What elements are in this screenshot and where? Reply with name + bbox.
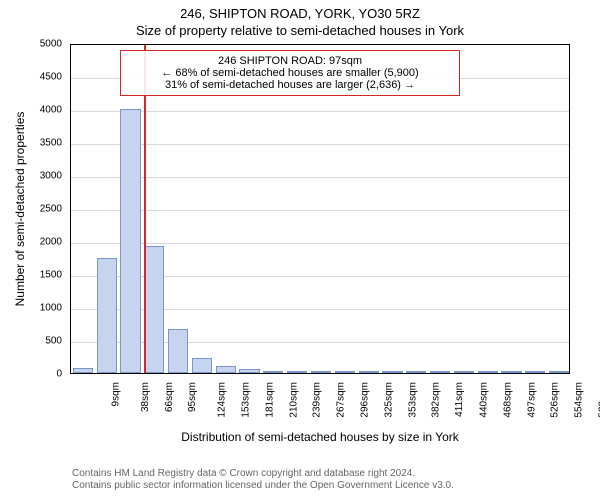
histogram-bar <box>478 371 498 373</box>
histogram-bar <box>168 329 188 373</box>
x-tick-label: 153sqm <box>241 382 252 418</box>
x-tick-label: 210sqm <box>288 382 299 418</box>
x-tick-label: 353sqm <box>407 382 418 418</box>
chart-subtitle: Size of property relative to semi-detach… <box>0 21 600 38</box>
histogram-bar <box>501 371 521 373</box>
histogram-bar <box>311 371 331 373</box>
y-tick-label: 1500 <box>22 270 62 281</box>
x-tick-label: 526sqm <box>550 382 561 418</box>
histogram-bar <box>144 246 164 373</box>
histogram-bar <box>406 371 426 373</box>
histogram-bar <box>239 369 259 373</box>
y-tick-label: 1000 <box>22 303 62 314</box>
y-tick-label: 5000 <box>22 39 62 50</box>
info-line-3: 31% of semi-detached houses are larger (… <box>129 79 451 91</box>
x-tick-label: 181sqm <box>264 382 275 418</box>
x-axis-label: Distribution of semi-detached houses by … <box>70 430 570 444</box>
y-tick-label: 500 <box>22 336 62 347</box>
footer-line-1: Contains HM Land Registry data © Crown c… <box>72 468 454 480</box>
x-tick-label: 468sqm <box>502 382 513 418</box>
histogram-bar <box>430 371 450 373</box>
x-tick-label: 440sqm <box>479 382 490 418</box>
x-tick-label: 267sqm <box>336 382 347 418</box>
x-tick-label: 325sqm <box>383 382 394 418</box>
x-tick-label: 554sqm <box>574 382 585 418</box>
chart-address-title: 246, SHIPTON ROAD, YORK, YO30 5RZ <box>0 0 600 21</box>
x-tick-label: 411sqm <box>454 382 465 417</box>
info-line-1: 246 SHIPTON ROAD: 97sqm <box>129 55 451 67</box>
histogram-bar <box>120 109 140 373</box>
histogram-bar <box>454 371 474 373</box>
histogram-bar <box>382 371 402 373</box>
x-tick-label: 38sqm <box>140 382 151 412</box>
histogram-bar <box>192 358 212 373</box>
y-tick-label: 2500 <box>22 204 62 215</box>
histogram-bar <box>549 371 569 373</box>
x-tick-label: 296sqm <box>360 382 371 418</box>
y-tick-label: 3500 <box>22 138 62 149</box>
info-box: 246 SHIPTON ROAD: 97sqm ← 68% of semi-de… <box>120 50 460 96</box>
histogram-bar <box>97 258 117 374</box>
footer-line-2: Contains public sector information licen… <box>72 480 454 492</box>
y-tick-label: 4000 <box>22 105 62 116</box>
histogram-bar <box>287 371 307 373</box>
chart-container: 246, SHIPTON ROAD, YORK, YO30 5RZ Size o… <box>0 0 600 500</box>
x-tick-label: 9sqm <box>110 382 121 406</box>
x-tick-label: 124sqm <box>217 382 228 418</box>
y-tick-label: 0 <box>22 369 62 380</box>
footer-attribution: Contains HM Land Registry data © Crown c… <box>72 468 454 492</box>
y-tick-label: 4500 <box>22 72 62 83</box>
x-tick-label: 497sqm <box>526 382 537 418</box>
histogram-bar <box>525 371 545 373</box>
y-tick-label: 2000 <box>22 237 62 248</box>
x-tick-label: 95sqm <box>187 382 198 412</box>
histogram-bar <box>73 368 93 373</box>
info-line-2: ← 68% of semi-detached houses are smalle… <box>129 67 451 79</box>
x-tick-label: 66sqm <box>164 382 175 412</box>
histogram-bar <box>216 366 236 373</box>
histogram-bar <box>263 371 283 373</box>
x-tick-label: 382sqm <box>431 382 442 418</box>
x-tick-label: 239sqm <box>312 382 323 418</box>
histogram-bar <box>335 371 355 373</box>
histogram-bar <box>359 371 379 373</box>
y-tick-label: 3000 <box>22 171 62 182</box>
